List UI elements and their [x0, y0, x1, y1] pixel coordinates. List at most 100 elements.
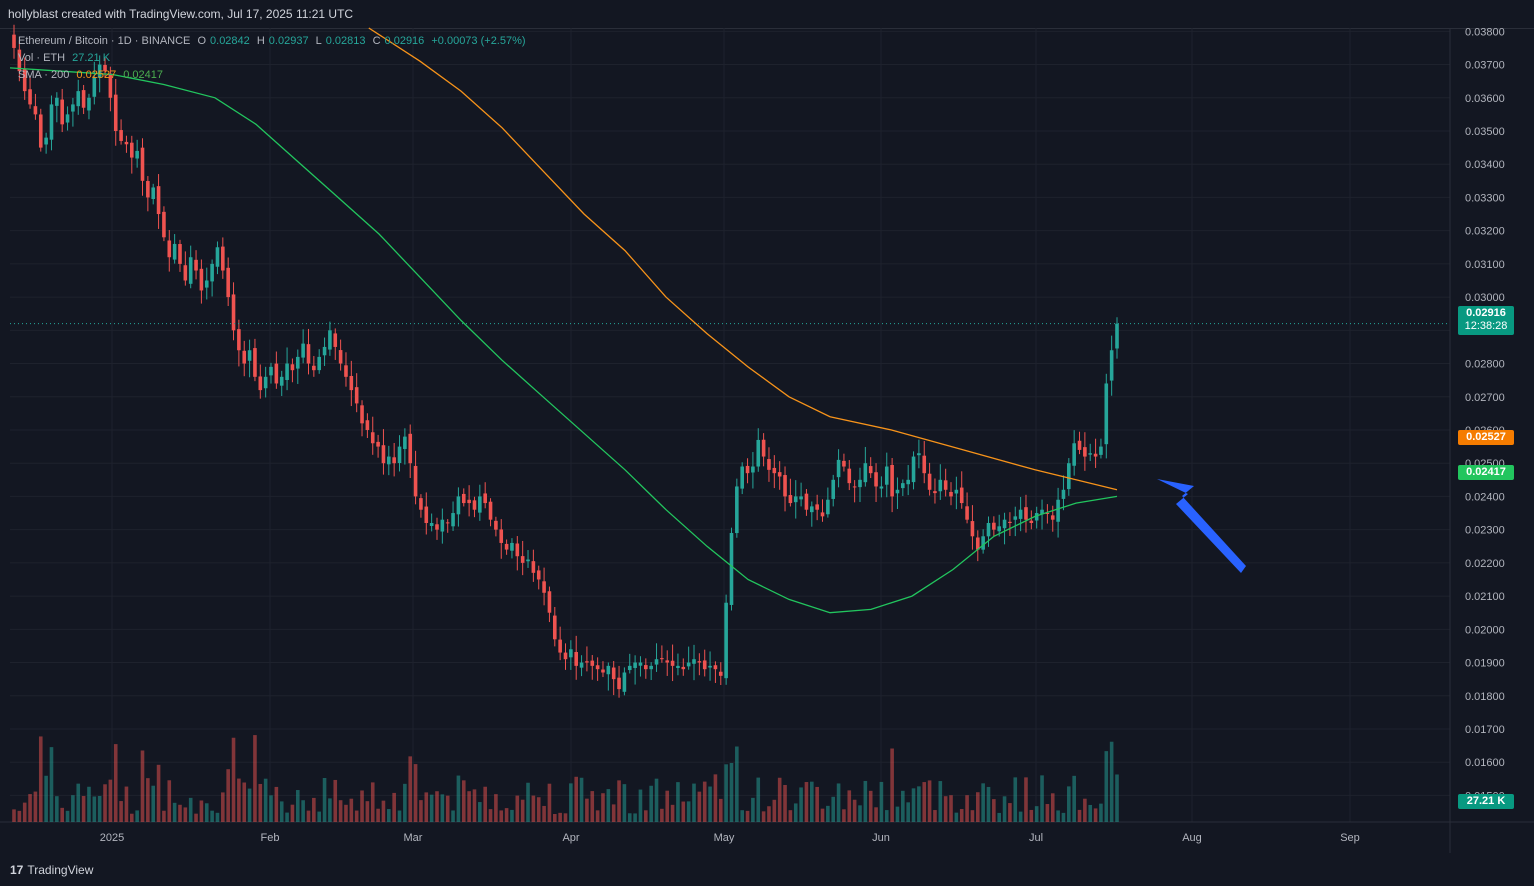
- candle-body: [574, 652, 579, 666]
- x-tick-label: Feb: [261, 832, 280, 844]
- x-tick-label: 2025: [100, 832, 124, 844]
- volume-bar: [708, 786, 712, 822]
- candle-body: [1018, 509, 1023, 519]
- candle-body: [767, 459, 771, 470]
- candle-body: [413, 465, 418, 497]
- legend-vol-label[interactable]: Vol · ETH: [18, 52, 66, 64]
- volume-bar: [954, 812, 959, 822]
- y-tick-label: 0.01900: [1465, 658, 1505, 670]
- candle-body: [868, 466, 873, 474]
- candle-body: [215, 247, 220, 267]
- volume-bar: [536, 797, 541, 822]
- volume-bar: [360, 790, 364, 822]
- volume-bar: [1061, 812, 1066, 822]
- volume-bar: [1077, 809, 1082, 822]
- candle-body: [965, 506, 969, 520]
- candle-body: [424, 506, 429, 524]
- volume-bar: [1109, 741, 1114, 822]
- candle-body: [713, 665, 718, 670]
- volume-bar: [890, 748, 894, 822]
- candle-body: [852, 486, 857, 488]
- candle-body: [504, 543, 509, 550]
- volume-bar: [804, 782, 809, 822]
- volume-bar: [965, 795, 969, 822]
- volume-bar: [1093, 808, 1098, 822]
- volume-bar: [783, 784, 787, 822]
- candle-body: [670, 660, 675, 666]
- volume-bar: [387, 809, 391, 822]
- header-bar: hollyblast created with TradingView.com,…: [0, 0, 1534, 29]
- volume-bar: [590, 791, 595, 822]
- candle-body: [547, 591, 552, 613]
- volume-bar: [279, 801, 284, 822]
- candle-body: [997, 526, 1002, 532]
- candle-body: [231, 294, 236, 331]
- volume-bar: [917, 786, 921, 822]
- candle-body: [87, 97, 91, 111]
- volume-bar: [87, 786, 91, 822]
- volume-bar: [392, 792, 396, 822]
- volume-bar: [108, 779, 113, 822]
- volume-bar: [879, 781, 884, 822]
- volume-bar: [547, 783, 552, 822]
- candle-body: [290, 364, 295, 371]
- volume-bar: [338, 800, 343, 822]
- price-tag-countdown: 12:38:28: [1464, 320, 1508, 332]
- volume-bar: [718, 798, 723, 822]
- volume-bar: [1013, 777, 1018, 822]
- volume-bar: [569, 783, 573, 822]
- volume-bar: [172, 802, 177, 822]
- legend-symbol[interactable]: Ethereum / Bitcoin · 1D · BINANCE: [18, 35, 191, 47]
- legend-close: 0.02916: [384, 35, 425, 47]
- candle-body: [81, 90, 86, 108]
- volume-bar: [140, 750, 145, 822]
- volume-bar: [922, 782, 927, 822]
- candle-body: [322, 346, 327, 356]
- volume-bar: [611, 804, 616, 822]
- volume-bar: [906, 802, 910, 822]
- volume-bar: [558, 812, 562, 822]
- candle-body: [1088, 453, 1093, 455]
- volume-bar: [579, 777, 584, 822]
- volume-bar: [483, 786, 487, 822]
- candle-body: [601, 669, 605, 673]
- candle-body: [253, 348, 257, 377]
- candle-body: [579, 662, 584, 668]
- candle-body: [1115, 323, 1119, 349]
- y-tick-label: 0.01700: [1465, 724, 1505, 736]
- y-tick-label: 0.03800: [1465, 26, 1505, 38]
- volume-bar: [38, 736, 43, 822]
- volume-bar: [542, 805, 546, 822]
- volume-bar: [788, 810, 793, 822]
- candle-body: [510, 542, 514, 551]
- y-tick-label: 0.02300: [1465, 525, 1505, 537]
- volume-bar: [55, 796, 59, 822]
- candle-body: [933, 491, 937, 494]
- candle-body: [478, 496, 482, 513]
- candle-body: [585, 661, 589, 663]
- volume-bar: [826, 805, 830, 822]
- annotation-arrow: [1157, 479, 1246, 573]
- volume-bar: [563, 813, 568, 822]
- candle-body: [531, 561, 536, 573]
- legend-sma-label[interactable]: SMA · 200: [18, 69, 70, 81]
- footer: 17 TradingView: [0, 853, 1534, 886]
- volume-bar: [777, 777, 782, 822]
- volume-bar: [981, 783, 985, 822]
- volume-bar: [429, 794, 434, 822]
- candle-body: [440, 519, 445, 532]
- volume-bar: [312, 797, 316, 822]
- volume-bar: [820, 808, 825, 822]
- candle-body: [376, 441, 380, 447]
- tradingview-logo[interactable]: 17 TradingView: [10, 863, 93, 877]
- sma50-line: [9, 67, 1118, 614]
- volume-bar: [71, 795, 75, 822]
- candle-body: [542, 581, 546, 593]
- volume-bar: [1002, 796, 1007, 822]
- candle-body: [71, 104, 75, 112]
- volume-bar: [151, 785, 156, 822]
- volume-bar: [204, 803, 209, 822]
- candle-body: [365, 420, 370, 430]
- volume-bar: [344, 804, 348, 822]
